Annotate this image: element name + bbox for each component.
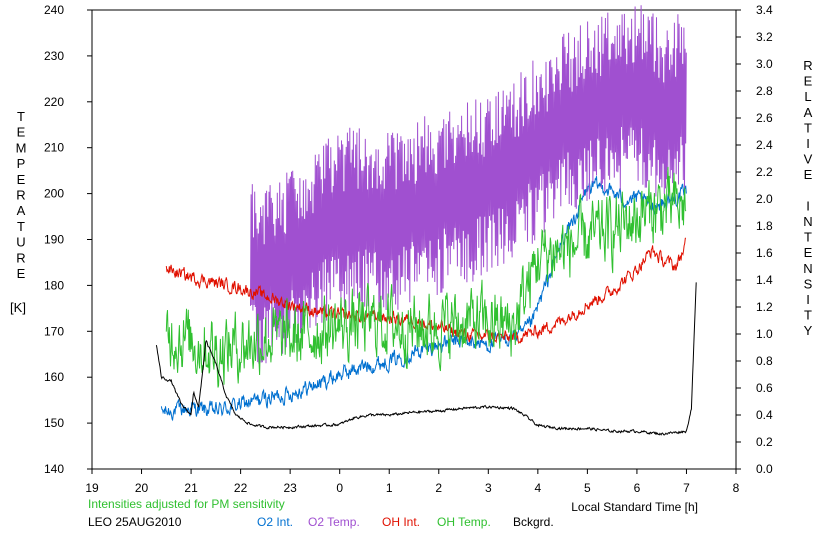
right-label-letter: S — [804, 276, 813, 291]
left-axis-unit: [K] — [10, 300, 26, 315]
right-label-letter: T — [804, 230, 812, 245]
x-tick-label: 3 — [485, 481, 492, 495]
right-tick-label: 0.6 — [756, 381, 773, 395]
left-label-letter: R — [16, 250, 25, 265]
right-tick-label: 2.2 — [756, 165, 773, 179]
x-tick-label: 21 — [184, 481, 198, 495]
right-label-letter: V — [804, 152, 813, 167]
x-tick-label: 22 — [234, 481, 248, 495]
legend-entry: O2 Int. — [257, 515, 293, 529]
left-label-letter: T — [17, 219, 25, 234]
sensitivity-note: Intensities adjusted for PM sensitivity — [88, 497, 285, 511]
right-label-letter: N — [803, 261, 812, 276]
x-tick-label: 20 — [135, 481, 149, 495]
left-tick-label: 190 — [44, 233, 64, 247]
legend-entry: O2 Temp. — [308, 515, 360, 529]
left-tick-label: 160 — [44, 370, 64, 384]
right-tick-label: 1.8 — [756, 219, 773, 233]
left-label-letter: R — [16, 188, 25, 203]
x-tick-label: 23 — [283, 481, 297, 495]
right-tick-label: 0.4 — [756, 408, 773, 422]
series-line-o2-temp — [250, 5, 687, 364]
left-tick-label: 150 — [44, 416, 64, 430]
left-label-letter: E — [17, 125, 26, 140]
left-tick-label: 210 — [44, 141, 64, 155]
right-tick-label: 3.0 — [756, 57, 773, 71]
x-tick-label: 19 — [85, 481, 99, 495]
x-tick-label: 6 — [634, 481, 641, 495]
right-tick-label: 0.2 — [756, 435, 773, 449]
right-label-letter: R — [803, 58, 812, 73]
series-line-oh-temp — [165, 166, 687, 388]
left-tick-label: 230 — [44, 49, 64, 63]
left-label-letter: A — [17, 203, 26, 218]
right-label-letter: A — [804, 105, 813, 120]
left-label-letter: P — [17, 156, 26, 171]
x-tick-label: 0 — [336, 481, 343, 495]
right-tick-label: 1.6 — [756, 246, 773, 260]
left-tick-label: 200 — [44, 187, 64, 201]
x-tick-label: 8 — [733, 481, 740, 495]
right-tick-label: 0.8 — [756, 354, 773, 368]
left-label-letter: M — [16, 140, 27, 155]
right-label-letter: I — [806, 136, 810, 151]
left-label-letter: T — [17, 109, 25, 124]
right-label-letter: I — [806, 292, 810, 307]
legend-entry: Bckgrd. — [513, 515, 554, 529]
left-label-letter: E — [17, 266, 26, 281]
right-tick-label: 0.0 — [756, 462, 773, 476]
right-tick-label: 3.4 — [756, 3, 773, 17]
right-label-letter: E — [804, 245, 813, 260]
legend: O2 Int. O2 Temp. OH Int. OH Temp. Bckgrd. — [257, 515, 554, 529]
left-label-letter: U — [16, 235, 25, 250]
x-tick-label: 1 — [386, 481, 393, 495]
right-tick-label: 1.0 — [756, 327, 773, 341]
station-date: LEO 25AUG2010 — [88, 515, 182, 529]
right-tick-label: 3.2 — [756, 30, 773, 44]
series-layer — [155, 5, 697, 436]
right-label-letter: L — [804, 89, 811, 104]
left-tick-label: 240 — [44, 3, 64, 17]
left-tick-label: 170 — [44, 324, 64, 338]
right-label-letter: E — [804, 74, 813, 89]
right-label-letter: N — [803, 214, 812, 229]
right-tick-label: 2.0 — [756, 192, 773, 206]
right-tick-label: 1.4 — [756, 273, 773, 287]
right-axis-ticks: 0.0 0.2 0.4 0.6 0.8 1.0 1.2 1.4 1.6 1.8 2.0 2.2 2.4 2… — [736, 3, 773, 476]
x-tick-label: 7 — [683, 481, 690, 495]
right-label-letter: Y — [804, 323, 813, 338]
legend-entry: OH Int. — [382, 515, 420, 529]
right-label-letter: T — [804, 120, 812, 135]
right-label-letter: T — [804, 308, 812, 323]
x-tick-label: 5 — [584, 481, 591, 495]
right-tick-label: 2.6 — [756, 111, 773, 125]
left-axis-ticks: 140 150 160 170 180 190 200 210 220 230 240 — [44, 3, 92, 476]
series-line-bckgrd — [155, 282, 697, 436]
right-label-letter: I — [806, 198, 810, 213]
right-label-letter: E — [804, 167, 813, 182]
legend-entry: OH Temp. — [437, 515, 491, 529]
left-tick-label: 180 — [44, 278, 64, 292]
right-tick-label: 2.4 — [756, 138, 773, 152]
left-tick-label: 140 — [44, 462, 64, 476]
left-label-letter: E — [17, 172, 26, 187]
x-axis-ticks: 19 20 21 22 23 0 1 2 3 4 5 6 7 8 — [85, 469, 740, 495]
x-tick-label: 4 — [535, 481, 542, 495]
right-tick-label: 1.2 — [756, 300, 773, 314]
x-tick-label: 2 — [435, 481, 442, 495]
left-tick-label: 220 — [44, 95, 64, 109]
x-axis-label: Local Standard Time [h] — [571, 500, 698, 514]
right-tick-label: 2.8 — [756, 84, 773, 98]
